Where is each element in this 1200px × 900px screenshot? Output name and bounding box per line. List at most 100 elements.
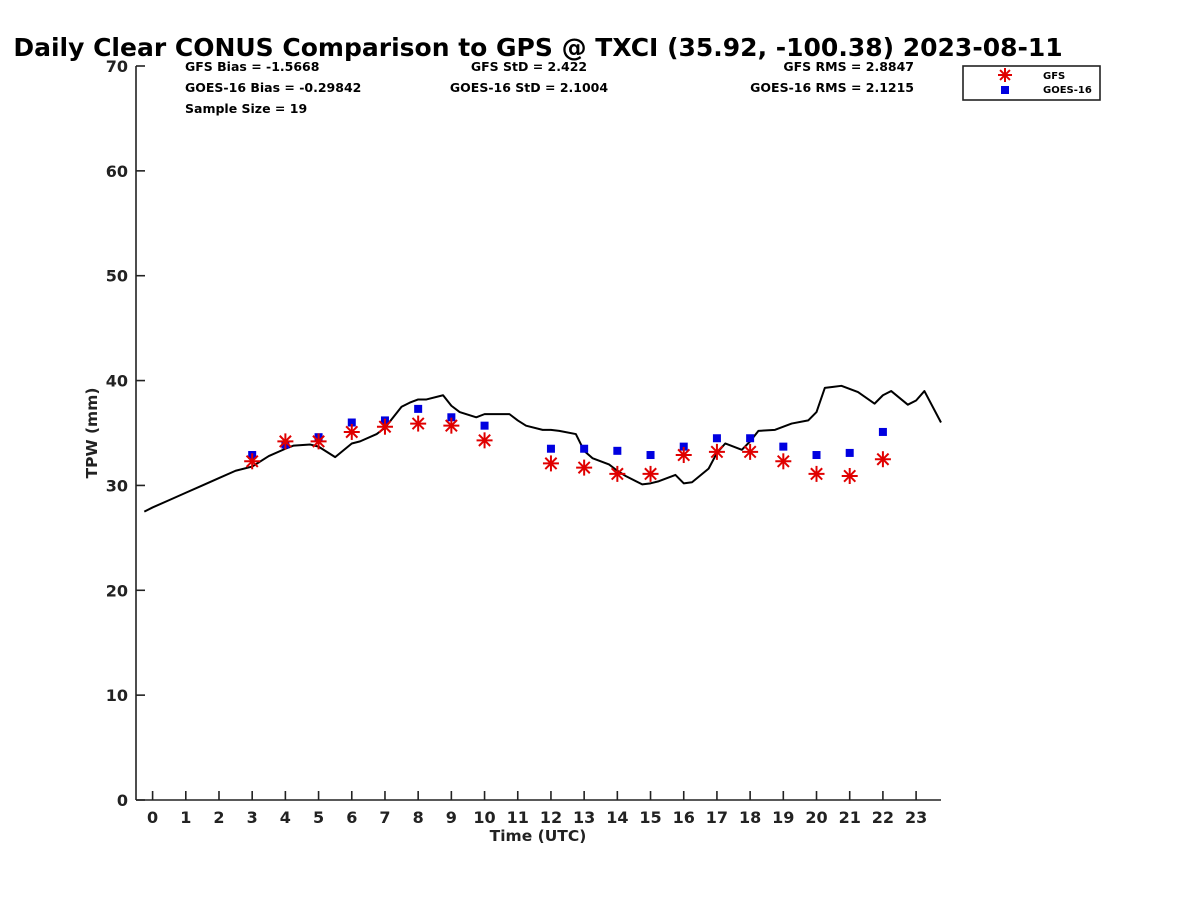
gfs-point bbox=[775, 453, 792, 470]
asterisk-stroke bbox=[743, 445, 757, 459]
legend-gfs-label: GFS bbox=[1043, 71, 1065, 82]
asterisk-stroke bbox=[610, 467, 624, 481]
legend-gfs-marker bbox=[998, 68, 1012, 82]
asterisk-stroke bbox=[876, 452, 890, 466]
gfs-point bbox=[443, 417, 460, 434]
x-axis-label: Time (UTC) bbox=[490, 827, 587, 845]
goes16-point bbox=[347, 418, 356, 427]
asterisk-stroke bbox=[710, 445, 724, 459]
gfs-point bbox=[708, 443, 725, 460]
gfs-point bbox=[808, 465, 825, 482]
gfs-point bbox=[841, 467, 858, 484]
goes16-point bbox=[447, 413, 456, 422]
gps-tpw-line bbox=[143, 384, 942, 513]
x-tick-label: 20 bbox=[805, 808, 827, 827]
goes16-point bbox=[646, 451, 655, 460]
y-tick-label: 20 bbox=[106, 581, 128, 600]
goes16-point bbox=[812, 451, 821, 460]
asterisk-stroke bbox=[279, 435, 292, 448]
legend-goes16-label: GOES-16 bbox=[1043, 85, 1092, 96]
asterisk-stroke bbox=[478, 433, 491, 447]
legend-goes16-marker bbox=[1001, 86, 1009, 94]
goes16-point bbox=[414, 404, 423, 413]
y-tick-label: 60 bbox=[106, 162, 128, 181]
x-tick-label: 18 bbox=[739, 808, 761, 827]
gfs-point bbox=[277, 433, 294, 450]
x-tick-label: 6 bbox=[346, 808, 357, 827]
axes bbox=[135, 66, 941, 801]
goes16-point bbox=[878, 427, 887, 436]
x-tick-label: 1 bbox=[180, 808, 191, 827]
x-tick-label: 21 bbox=[839, 808, 861, 827]
x-tick-label: 16 bbox=[673, 808, 695, 827]
y-tick-label: 50 bbox=[106, 267, 128, 286]
y-tick-label: 40 bbox=[106, 372, 128, 391]
x-tick-label: 19 bbox=[772, 808, 794, 827]
asterisk-stroke bbox=[544, 457, 558, 470]
goes-rms-stat: GOES-16 RMS = 2.1215 bbox=[750, 80, 914, 95]
gfs-point bbox=[576, 459, 593, 476]
goes-std-stat: GOES-16 StD = 2.1004 bbox=[450, 80, 608, 95]
gfs-point bbox=[476, 432, 493, 449]
gfs-point bbox=[874, 451, 891, 468]
gfs-std-stat: GFS StD = 2.422 bbox=[471, 59, 587, 74]
goes16-point bbox=[712, 434, 721, 443]
asterisk-stroke bbox=[810, 467, 823, 481]
gfs-rms-stat: GFS RMS = 2.8847 bbox=[783, 59, 914, 74]
y-ticks: 0 10 20 30 40 50 60 70 bbox=[106, 57, 145, 810]
goes16-point bbox=[845, 448, 854, 457]
sample-size-stat: Sample Size = 19 bbox=[185, 101, 307, 116]
gfs-point bbox=[376, 418, 393, 435]
x-tick-label: 3 bbox=[247, 808, 258, 827]
goes16-point bbox=[779, 442, 788, 451]
x-tick-label: 13 bbox=[573, 808, 595, 827]
goes16-point bbox=[546, 444, 555, 453]
asterisk-stroke bbox=[444, 419, 458, 433]
asterisk-stroke bbox=[677, 448, 691, 462]
gps-series bbox=[143, 384, 942, 513]
y-tick-label: 10 bbox=[106, 686, 128, 705]
y-tick-label: 0 bbox=[117, 791, 128, 810]
x-tick-label: 10 bbox=[473, 808, 495, 827]
goes16-point bbox=[679, 442, 688, 451]
gfs-point bbox=[410, 415, 427, 432]
asterisk-stroke bbox=[411, 417, 425, 430]
x-tick-label: 11 bbox=[507, 808, 529, 827]
asterisk-stroke bbox=[644, 467, 657, 481]
gfs-point bbox=[310, 433, 327, 450]
asterisk-stroke bbox=[345, 425, 359, 439]
goes16-point bbox=[613, 446, 622, 455]
x-tick-label: 2 bbox=[213, 808, 224, 827]
x-tick-label: 23 bbox=[905, 808, 927, 827]
x-tick-label: 15 bbox=[639, 808, 661, 827]
goes16-point bbox=[746, 434, 755, 443]
x-tick-label: 0 bbox=[147, 808, 158, 827]
asterisk-stroke bbox=[999, 69, 1011, 81]
gfs-point bbox=[742, 443, 759, 460]
chart-title: Daily Clear CONUS Comparison to GPS @ TX… bbox=[13, 33, 1062, 62]
asterisk-stroke bbox=[843, 469, 857, 483]
asterisk-stroke bbox=[378, 420, 392, 434]
gfs-point bbox=[642, 465, 659, 482]
legend-gfs-asterisk bbox=[998, 68, 1012, 82]
legend: GFS GOES-16 bbox=[962, 65, 1101, 101]
gfs-point bbox=[675, 447, 692, 464]
x-tick-label: 9 bbox=[446, 808, 457, 827]
gfs-point bbox=[609, 465, 626, 482]
x-tick-label: 17 bbox=[706, 808, 728, 827]
x-tick-label: 4 bbox=[280, 808, 291, 827]
x-tick-label: 5 bbox=[313, 808, 324, 827]
x-tick-label: 14 bbox=[606, 808, 628, 827]
gfs-series bbox=[244, 415, 891, 484]
goes16-point bbox=[580, 444, 589, 453]
asterisk-stroke bbox=[245, 454, 259, 468]
x-tick-label: 8 bbox=[413, 808, 424, 827]
gfs-point bbox=[542, 455, 559, 472]
y-axis-label: TPW (mm) bbox=[83, 388, 101, 479]
goes16-point bbox=[480, 421, 489, 430]
x-tick-label: 12 bbox=[540, 808, 562, 827]
gfs-point bbox=[343, 423, 360, 440]
x-tick-label: 7 bbox=[379, 808, 390, 827]
gfs-point bbox=[244, 453, 261, 470]
